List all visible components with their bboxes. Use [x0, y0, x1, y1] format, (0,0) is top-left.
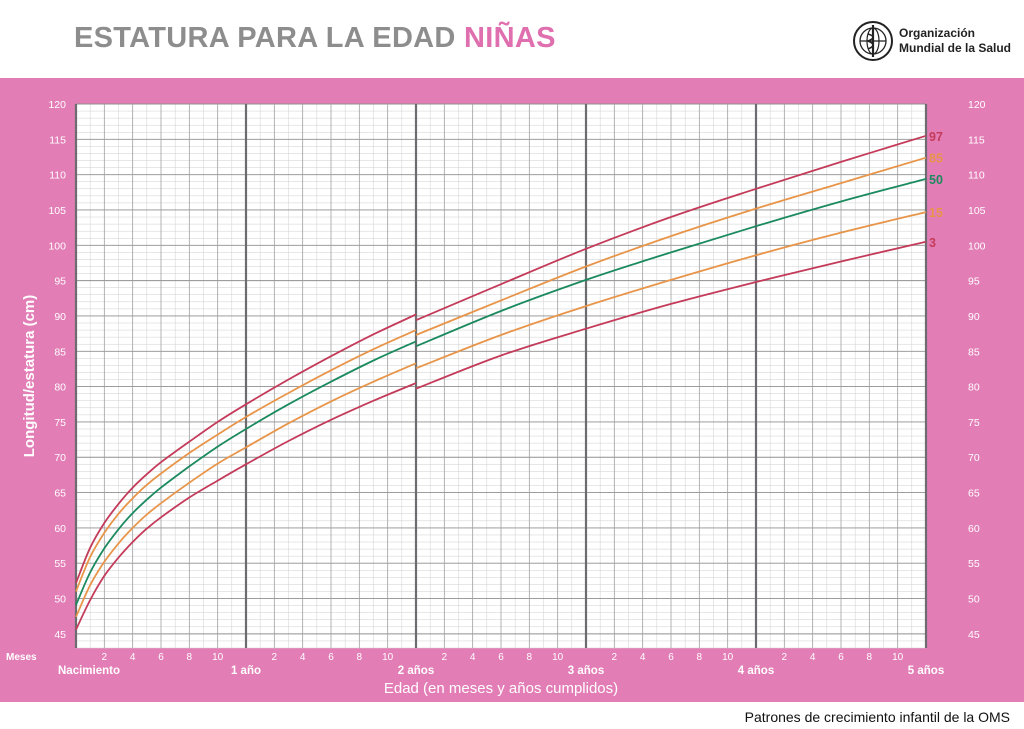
y-tick-label-right: 105 [968, 205, 986, 217]
percentile-85-group: 85 [75, 152, 943, 592]
y-tick-label-right: 115 [968, 134, 985, 146]
percentile-97-line-0-2y [75, 313, 417, 584]
percentile-3-group: 3 [75, 236, 936, 630]
month-tick-label: 10 [212, 652, 224, 663]
y-tick-label-right: 65 [968, 488, 980, 500]
month-tick-label: 6 [668, 652, 674, 663]
y-tick-label-left: 50 [54, 594, 66, 606]
y-tick-label-left: 70 [54, 452, 66, 464]
year-label: Nacimiento [58, 665, 120, 677]
org-name: Organización Mundial de la Salud [899, 26, 1012, 55]
y-tick-label-right: 120 [968, 99, 986, 111]
month-tick-label: 8 [867, 652, 873, 663]
percentile-15-line-2-5y [415, 211, 927, 370]
y-tick-label-left: 85 [54, 346, 66, 358]
percentile-label: 3 [929, 236, 936, 250]
month-tick-label: 8 [357, 652, 363, 663]
footer-text: Patrones de crecimiento infantil de la O… [744, 709, 1010, 725]
y-tick-label-right: 85 [968, 346, 980, 358]
y-tick-label-left: 45 [54, 629, 66, 641]
y-tick-label-right: 45 [968, 629, 980, 641]
month-tick-label: 10 [722, 652, 734, 663]
y-tick-label-right: 90 [968, 311, 980, 323]
percentile-50-line-0-2y [75, 340, 417, 606]
y-tick-label-right: 70 [968, 452, 980, 464]
percentile-85-line-0-2y [75, 329, 417, 592]
percentile-label: 85 [929, 152, 943, 166]
y-tick-label-left: 120 [48, 99, 66, 111]
month-tick-label: 8 [527, 652, 533, 663]
month-tick-label: 4 [810, 652, 816, 663]
month-tick-label: 10 [552, 652, 564, 663]
month-tick-label: 8 [697, 652, 703, 663]
y-tick-label-right: 110 [968, 170, 985, 182]
month-tick-label: 10 [892, 652, 904, 663]
y-tick-label-right: 55 [968, 558, 980, 570]
y-tick-label-left: 95 [54, 276, 66, 288]
y-tick-label-right: 95 [968, 276, 980, 288]
y-tick-label-right: 80 [968, 382, 980, 394]
month-tick-label: 10 [382, 652, 394, 663]
percentile-50-line-2-5y [415, 178, 927, 348]
percentile-85-line-2-5y [415, 156, 927, 336]
percentile-50-group: 50 [75, 173, 943, 606]
percentile-label: 50 [929, 173, 943, 187]
y-tick-label-right: 100 [968, 240, 986, 252]
page-title: ESTATURA PARA LA EDAD NIÑAS [74, 22, 556, 55]
year-label: 3 años [568, 665, 604, 677]
percentile-label: 15 [929, 206, 943, 220]
month-tick-label: 4 [640, 652, 646, 663]
tick-labels: 45 45 50 50 55 55 60 60 65 65 70 70 75 75 80 80 85 85 90 90… [48, 99, 985, 677]
year-label: 2 años [398, 665, 434, 677]
y-tick-label-left: 75 [54, 417, 66, 429]
months-row-label: Meses [6, 652, 37, 663]
y-tick-label-right: 60 [968, 523, 980, 535]
percentile-label: 97 [929, 130, 943, 144]
percentile-97-group: 97 [75, 130, 943, 584]
month-tick-label: 2 [612, 652, 618, 663]
month-tick-label: 6 [838, 652, 844, 663]
month-tick-label: 6 [158, 652, 164, 663]
who-emblem-icon [853, 21, 893, 61]
year-label: 1 año [231, 665, 261, 677]
x-axis-label: Edad (en meses y años cumplidos) [384, 680, 618, 697]
month-tick-label: 8 [187, 652, 193, 663]
axis-labels: Longitud/estatura (cm) Edad (en meses y … [6, 295, 618, 697]
y-tick-label-left: 115 [49, 134, 66, 146]
month-tick-label: 4 [130, 652, 136, 663]
y-tick-label-right: 50 [968, 594, 980, 606]
y-tick-label-left: 105 [48, 205, 66, 217]
y-tick-label-right: 75 [968, 417, 980, 429]
month-tick-label: 6 [498, 652, 504, 663]
percentile-curves: 97 85 50 15 3 [75, 130, 943, 630]
grid-major [74, 103, 928, 648]
title-accent: NIÑAS [464, 22, 556, 54]
percentile-97-line-2-5y [415, 134, 927, 322]
year-label: 4 años [738, 665, 774, 677]
y-tick-label-left: 65 [54, 488, 66, 500]
month-tick-label: 2 [442, 652, 448, 663]
y-tick-label-left: 55 [54, 558, 66, 570]
percentile-15-group: 15 [75, 206, 943, 618]
chart-band: Longitud/estatura (cm) Edad (en meses y … [0, 78, 1024, 702]
percentile-15-line-0-2y [75, 362, 417, 618]
percentile-3-line-0-2y [75, 382, 417, 630]
y-tick-label-left: 100 [48, 240, 66, 252]
month-tick-label: 4 [470, 652, 476, 663]
title-main: ESTATURA PARA LA EDAD [74, 22, 456, 54]
y-tick-label-left: 110 [49, 170, 66, 182]
month-tick-label: 4 [300, 652, 306, 663]
growth-chart: Longitud/estatura (cm) Edad (en meses y … [6, 99, 986, 697]
month-tick-label: 2 [102, 652, 108, 663]
month-tick-label: 6 [328, 652, 334, 663]
y-tick-label-left: 60 [54, 523, 66, 535]
year-label: 5 años [908, 665, 944, 677]
month-tick-label: 2 [782, 652, 788, 663]
y-tick-label-left: 90 [54, 311, 66, 323]
y-tick-label-left: 80 [54, 382, 66, 394]
percentile-3-line-2-5y [415, 240, 927, 390]
month-tick-label: 2 [272, 652, 278, 663]
y-axis-label: Longitud/estatura (cm) [21, 295, 38, 458]
